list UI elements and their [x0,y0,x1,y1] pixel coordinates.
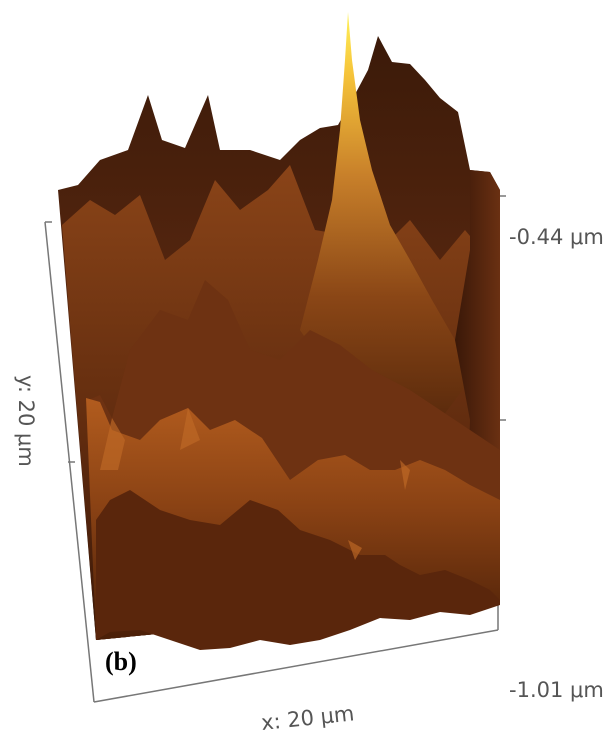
panel-label: (b) [105,647,137,676]
z-axis-bottom-label: -1.01 μm [509,678,604,702]
z-axis-top-label: -0.44 μm [509,225,604,249]
surface-front-edge [96,490,500,650]
surface-tall-peak [300,12,470,420]
x-axis-label: x: 20 μm [260,701,355,735]
x-axis-line [93,629,499,703]
y-axis-label: y: 20 μm [14,375,38,467]
